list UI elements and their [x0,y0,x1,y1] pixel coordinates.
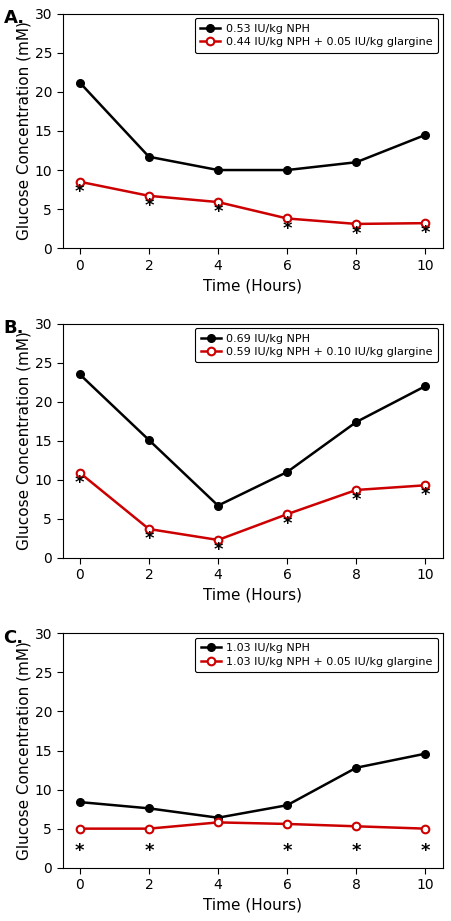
0.59 IU/kg NPH + 0.10 IU/kg glargine [146,523,152,534]
Text: *: * [282,219,292,238]
1.03 IU/kg NPH [354,763,359,774]
Line: 1.03 IU/kg NPH + 0.05 IU/kg glargine: 1.03 IU/kg NPH + 0.05 IU/kg glargine [76,819,429,833]
0.44 IU/kg NPH + 0.05 IU/kg glargine [423,217,428,228]
Line: 1.03 IU/kg NPH: 1.03 IU/kg NPH [76,750,429,822]
0.59 IU/kg NPH + 0.10 IU/kg glargine [423,480,428,491]
0.53 IU/kg NPH [354,157,359,168]
X-axis label: Time (Hours): Time (Hours) [203,898,302,913]
0.59 IU/kg NPH + 0.10 IU/kg glargine [215,534,221,545]
1.03 IU/kg NPH [215,812,221,823]
1.03 IU/kg NPH + 0.05 IU/kg glargine [354,821,359,832]
Text: B.: B. [4,319,24,337]
1.03 IU/kg NPH + 0.05 IU/kg glargine [285,819,290,830]
0.53 IU/kg NPH [77,77,83,88]
0.69 IU/kg NPH [215,500,221,511]
0.44 IU/kg NPH + 0.05 IU/kg glargine [146,191,152,202]
0.69 IU/kg NPH [354,416,359,427]
X-axis label: Time (Hours): Time (Hours) [203,278,302,293]
1.03 IU/kg NPH [285,799,290,810]
0.44 IU/kg NPH + 0.05 IU/kg glargine [215,196,221,207]
0.53 IU/kg NPH [423,129,428,140]
Legend: 1.03 IU/kg NPH, 1.03 IU/kg NPH + 0.05 IU/kg glargine: 1.03 IU/kg NPH, 1.03 IU/kg NPH + 0.05 IU… [195,638,438,672]
Line: 0.53 IU/kg NPH: 0.53 IU/kg NPH [76,78,429,174]
0.44 IU/kg NPH + 0.05 IU/kg glargine [77,176,83,187]
0.44 IU/kg NPH + 0.05 IU/kg glargine [354,218,359,229]
Text: *: * [75,183,84,201]
Text: *: * [75,474,84,492]
0.44 IU/kg NPH + 0.05 IU/kg glargine [285,213,290,224]
0.69 IU/kg NPH [285,466,290,477]
Y-axis label: Glucose Concentration (mM): Glucose Concentration (mM) [17,21,32,240]
1.03 IU/kg NPH + 0.05 IU/kg glargine [146,823,152,834]
0.69 IU/kg NPH [423,380,428,391]
0.59 IU/kg NPH + 0.10 IU/kg glargine [354,484,359,495]
Text: *: * [421,225,430,242]
1.03 IU/kg NPH [77,797,83,808]
1.03 IU/kg NPH + 0.05 IU/kg glargine [77,823,83,834]
0.53 IU/kg NPH [215,165,221,176]
1.03 IU/kg NPH [423,748,428,759]
Text: *: * [282,516,292,533]
Text: *: * [351,491,361,509]
Legend: 0.53 IU/kg NPH, 0.44 IU/kg NPH + 0.05 IU/kg glargine: 0.53 IU/kg NPH, 0.44 IU/kg NPH + 0.05 IU… [195,18,438,52]
Y-axis label: Glucose Concentration (mM): Glucose Concentration (mM) [17,332,32,550]
Text: *: * [75,842,84,859]
1.03 IU/kg NPH + 0.05 IU/kg glargine [215,817,221,828]
Text: *: * [144,197,154,215]
Line: 0.44 IU/kg NPH + 0.05 IU/kg glargine: 0.44 IU/kg NPH + 0.05 IU/kg glargine [76,178,429,227]
Text: *: * [282,842,292,859]
Line: 0.69 IU/kg NPH: 0.69 IU/kg NPH [76,370,429,509]
Text: C.: C. [4,629,24,647]
Text: A.: A. [4,9,25,27]
Text: *: * [144,842,154,859]
Text: *: * [213,204,223,221]
0.69 IU/kg NPH [77,368,83,379]
0.53 IU/kg NPH [285,165,290,176]
0.69 IU/kg NPH [146,435,152,446]
X-axis label: Time (Hours): Time (Hours) [203,588,302,603]
0.53 IU/kg NPH [146,151,152,162]
Text: *: * [213,542,223,559]
Text: *: * [144,530,154,548]
Text: *: * [351,225,361,243]
0.59 IU/kg NPH + 0.10 IU/kg glargine [285,508,290,519]
1.03 IU/kg NPH + 0.05 IU/kg glargine [423,823,428,834]
Y-axis label: Glucose Concentration (mM): Glucose Concentration (mM) [17,641,32,860]
Text: *: * [421,486,430,505]
1.03 IU/kg NPH [146,803,152,814]
Text: *: * [421,842,430,859]
Line: 0.59 IU/kg NPH + 0.10 IU/kg glargine: 0.59 IU/kg NPH + 0.10 IU/kg glargine [76,469,429,543]
Legend: 0.69 IU/kg NPH, 0.59 IU/kg NPH + 0.10 IU/kg glargine: 0.69 IU/kg NPH, 0.59 IU/kg NPH + 0.10 IU… [195,328,438,363]
Text: *: * [351,842,361,859]
0.59 IU/kg NPH + 0.10 IU/kg glargine [77,467,83,478]
